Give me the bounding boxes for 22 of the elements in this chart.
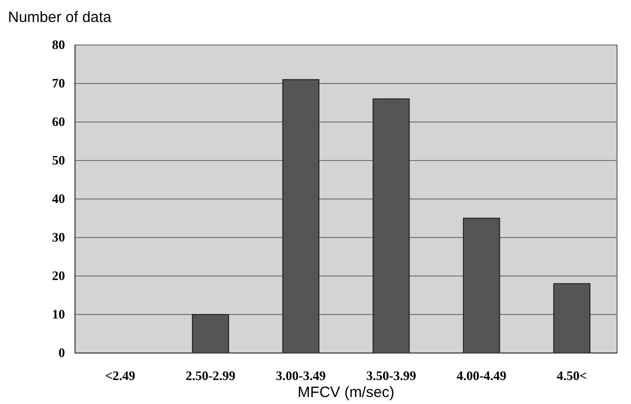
bar [282, 79, 320, 354]
x-tick-label: 4.50< [556, 368, 587, 384]
x-tick-label: 3.00-3.49 [276, 368, 326, 384]
y-tick-label: 0 [58, 345, 65, 360]
bar [462, 218, 500, 354]
y-tick-label: 30 [52, 230, 65, 245]
bar [192, 314, 230, 354]
y-axis-title: Number of data [8, 9, 112, 26]
x-tick-label: <2.49 [105, 368, 136, 384]
x-tick-label: 2.50-2.99 [186, 368, 236, 384]
bar [372, 98, 410, 354]
bar [553, 283, 590, 354]
y-tick-label: 80 [52, 37, 65, 52]
y-tick-label: 20 [52, 268, 65, 284]
x-axis-title: MFCV (m/sec) [298, 384, 394, 401]
y-tick-label: 60 [52, 114, 65, 130]
y-tick-label: 70 [52, 76, 65, 91]
y-tick-label: 40 [52, 191, 65, 206]
y-tick-label: 50 [52, 152, 65, 168]
x-tick-label: 3.50-3.99 [366, 368, 417, 384]
x-tick-label: 4.00-4.49 [456, 368, 507, 384]
y-tick-label: 10 [52, 306, 65, 322]
